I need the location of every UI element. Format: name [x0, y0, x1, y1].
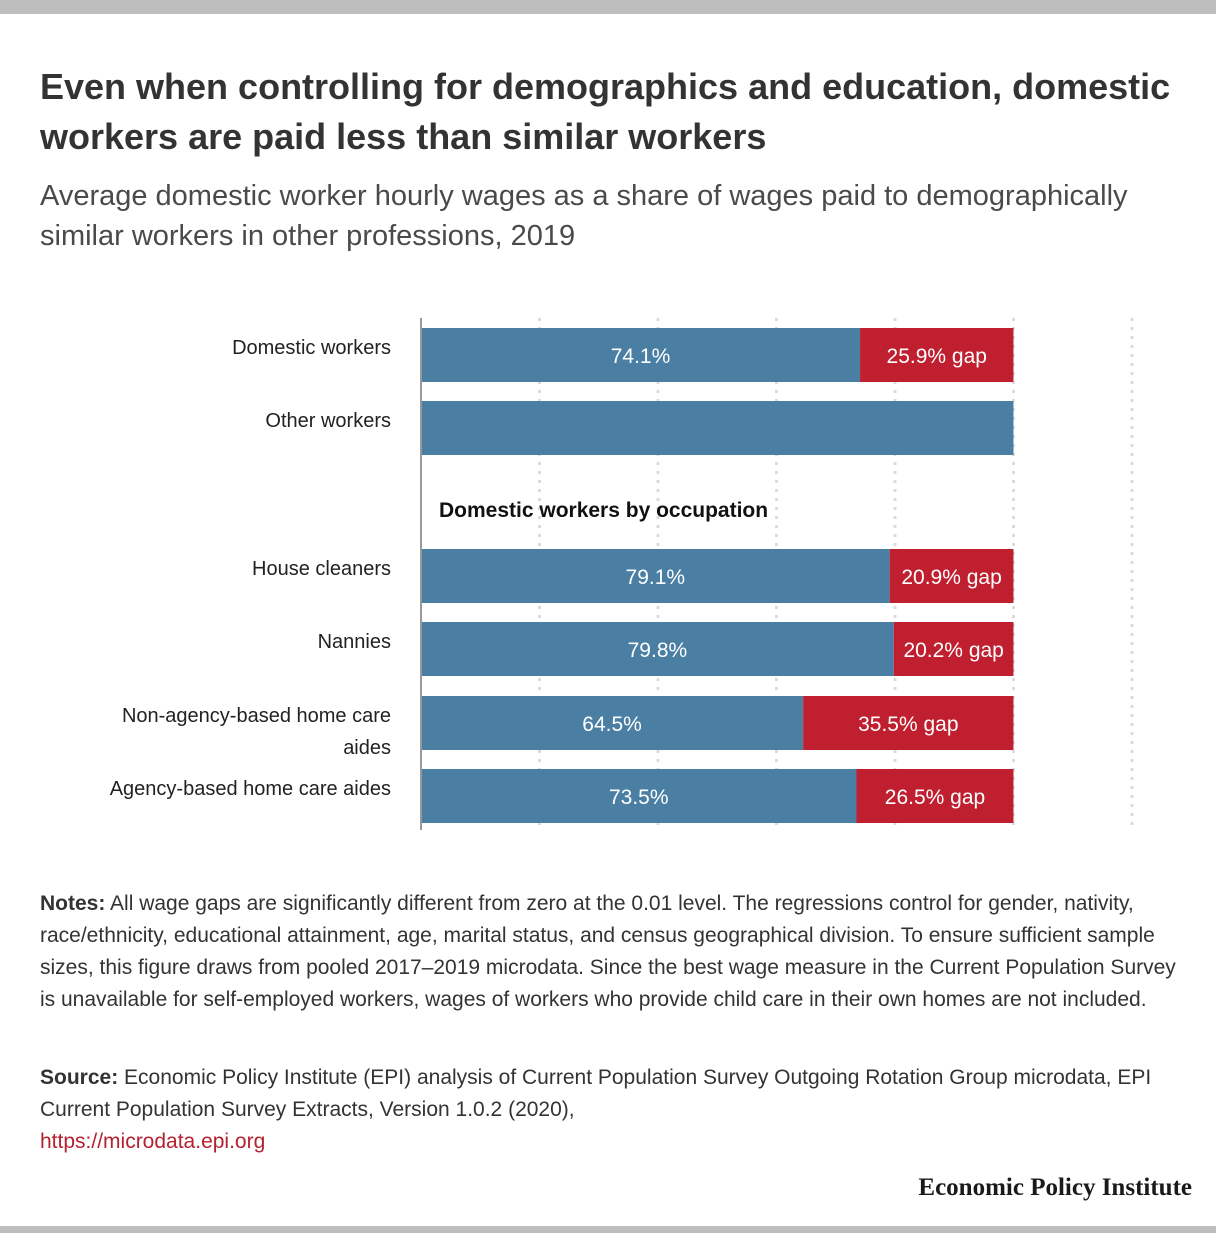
wage-share-label-4: 64.5%: [582, 713, 642, 736]
chart-title: Even when controlling for demographics a…: [40, 66, 1171, 157]
wage-share-bar-0: [421, 328, 861, 382]
wage-share-label-5: 73.5%: [609, 786, 669, 809]
notes: Notes: All wage gaps are significantly d…: [40, 888, 1180, 1016]
source: Source: Economic Policy Institute (EPI) …: [40, 1062, 1180, 1158]
wage-share-label-0: 74.1%: [611, 345, 671, 368]
source-link[interactable]: https://microdata.epi.org: [40, 1130, 266, 1153]
category-label-4: Non-agency-based home care aides: [122, 705, 391, 759]
category-label-5: Agency-based home care aides: [110, 778, 391, 800]
wage-share-bar-3: [421, 622, 894, 676]
notes-lead: Notes:: [40, 892, 106, 915]
wage-gap-bar-5: [856, 769, 1014, 823]
wage-gap-label-5: 26.5% gap: [885, 786, 985, 809]
wage-gap-bar-4: [803, 696, 1014, 750]
source-lead: Source:: [40, 1066, 119, 1089]
bottom-rule: [0, 1226, 1216, 1233]
category-label-1: Other workers: [265, 410, 391, 432]
chart-subtitle: Average domestic worker hourly wages as …: [40, 180, 1128, 252]
wage-gap-chart: 74.1% 25.9% gap Domestic workers Other work…: [0, 300, 1216, 860]
wage-gap-label-2: 20.9% gap: [901, 566, 1001, 589]
top-rule: [0, 0, 1216, 14]
wage-share-bar-4: [421, 696, 804, 750]
wage-gap-label-4: 35.5% gap: [858, 713, 958, 736]
category-label-0: Domestic workers: [232, 337, 391, 359]
wage-gap-label-3: 20.2% gap: [903, 639, 1003, 662]
source-text: Economic Policy Institute (EPI) analysis…: [40, 1066, 1152, 1121]
category-label-2: House cleaners: [252, 558, 391, 580]
wage-share-label-2: 79.1%: [626, 566, 686, 589]
wage-gap-label-0: 25.9% gap: [887, 345, 987, 368]
wage-share-label-3: 79.8%: [628, 639, 688, 662]
wage-share-bar-2: [421, 549, 890, 603]
chart-svg: 74.1% 25.9% gap Domestic workers Other work…: [110, 318, 1134, 830]
notes-text: All wage gaps are significantly differen…: [40, 892, 1176, 1011]
wage-gap-bar-3: [893, 622, 1014, 676]
wage-share-bar-1: [421, 401, 1014, 455]
wage-share-bar-5: [421, 769, 857, 823]
wage-gap-bar-2: [889, 549, 1014, 603]
wage-gap-bar-0: [860, 328, 1014, 382]
section-heading: Domestic workers by occupation: [439, 499, 768, 522]
epi-logo: Economic Policy Institute: [918, 1174, 1192, 1201]
category-label-3: Nannies: [318, 631, 391, 653]
